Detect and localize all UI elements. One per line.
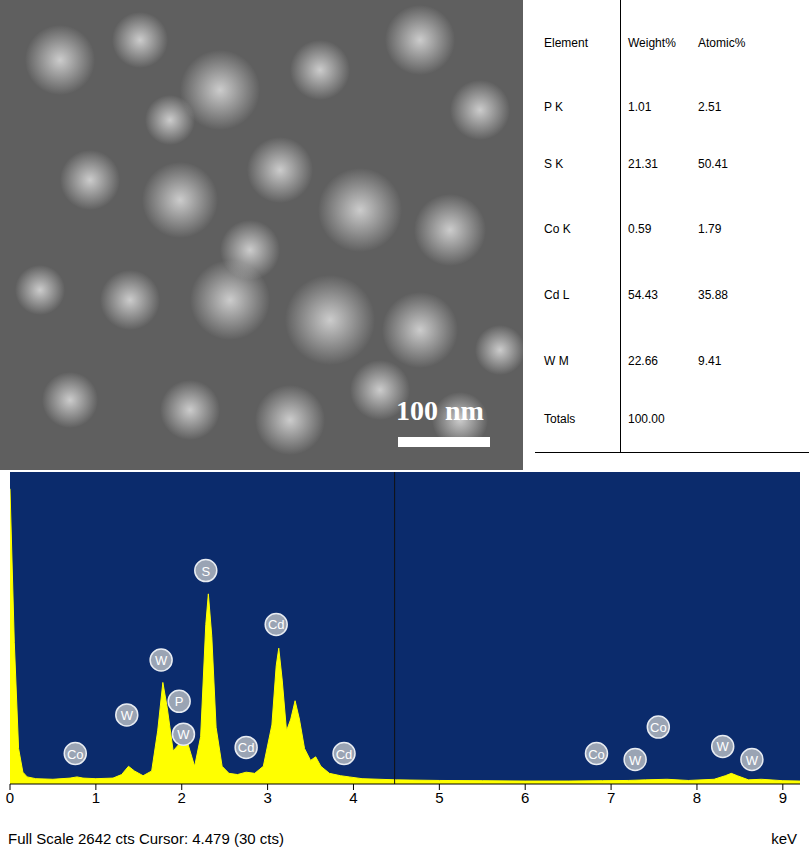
html-text:1.79: 1.79 (698, 222, 722, 236)
svg-text:Co: Co (67, 747, 84, 762)
html-text:50.41: 50.41 (698, 157, 728, 171)
html-text:22.66: 22.66 (628, 354, 658, 368)
html-text:35.88: 35.88 (698, 288, 728, 302)
html-text:9.41: 9.41 (698, 354, 722, 368)
html-text:2.51: 2.51 (698, 100, 722, 114)
svg-text:W: W (746, 753, 759, 768)
svg-text:W: W (155, 653, 168, 668)
svg-text:6: 6 (521, 789, 529, 806)
html-text:S K: S K (544, 157, 564, 171)
html-text:Co K: Co K (544, 222, 571, 236)
html-text:Atomic%: Atomic% (698, 36, 746, 50)
svg-text:8: 8 (693, 789, 701, 806)
svg-text:7: 7 (607, 789, 615, 806)
html-text:Totals: Totals (544, 412, 576, 426)
svg-text:4: 4 (349, 789, 357, 806)
html-text:54.43: 54.43 (628, 288, 658, 302)
svg-text:W: W (121, 708, 134, 723)
html-text:Element: Element (544, 36, 588, 50)
html-text:Full Scale 2642 cts Cursor: 4.: Full Scale 2642 cts Cursor: 4.479 (30 ct… (8, 830, 284, 847)
svg-text:Cd: Cd (268, 617, 285, 632)
svg-text:1: 1 (92, 789, 100, 806)
svg-text:Cd: Cd (336, 747, 353, 762)
svg-text:W: W (177, 727, 190, 742)
svg-text:9: 9 (779, 789, 787, 806)
svg-text:100 nm: 100 nm (396, 395, 484, 426)
html-text:keV: keV (771, 830, 797, 847)
svg-text:3: 3 (263, 789, 271, 806)
svg-text:S: S (201, 564, 210, 579)
svg-text:5: 5 (435, 789, 443, 806)
svg-text:2: 2 (178, 789, 186, 806)
svg-text:W: W (629, 753, 642, 768)
html-text:100.00: 100.00 (628, 412, 665, 426)
html-text:Cd L: Cd L (544, 288, 570, 302)
svg-text:P: P (175, 694, 184, 709)
html-text:1.01: 1.01 (628, 100, 652, 114)
html-text:W M: W M (544, 354, 569, 368)
html-text:P K: P K (544, 100, 564, 114)
svg-text:Cd: Cd (238, 740, 255, 755)
html-text:0.59: 0.59 (628, 222, 652, 236)
html-text:Weight%: Weight% (628, 36, 676, 50)
svg-text:Co: Co (650, 720, 667, 735)
html-text:21.31: 21.31 (628, 157, 658, 171)
svg-text:W: W (717, 739, 730, 754)
svg-text:Co: Co (588, 747, 605, 762)
svg-text:0: 0 (6, 789, 14, 806)
